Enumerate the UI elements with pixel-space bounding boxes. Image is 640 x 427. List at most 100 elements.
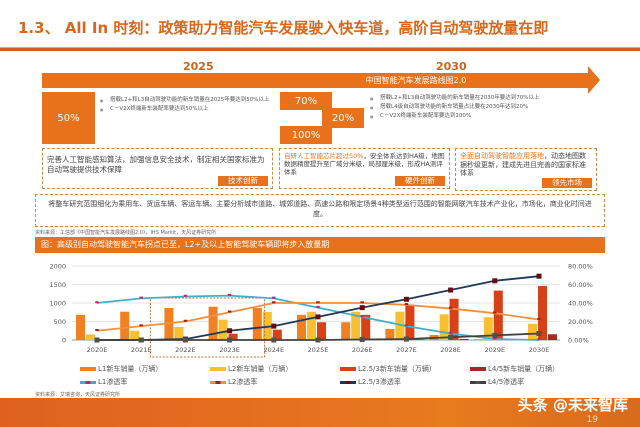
x-axis-tick: 2027E — [396, 346, 417, 354]
point-2020E — [94, 337, 100, 343]
point-2023E — [227, 328, 233, 334]
point-2030E — [537, 338, 541, 341]
right-axis-tick: 60.00% — [568, 281, 593, 289]
chart-banner: 图：高级别自动驾驶智能汽车拐点已至，L2+及以上智能驾驶车辆即将步入放量期 — [35, 237, 605, 253]
point-2030E — [537, 317, 541, 320]
bar-2023E — [208, 306, 218, 340]
left-axis-tick: 1500 — [49, 281, 66, 289]
box-tech-innovation: 完善人工智能感知算法，加强信息安全技术，制定相关国家标准为自动驾驶提供技术保障 … — [42, 148, 273, 189]
bar-2025E — [297, 314, 306, 340]
bullet-2025-2: C－V2X终端新车装配率要达到50%以上 — [100, 105, 275, 114]
bar-2022E — [174, 327, 184, 340]
roadmap-source: 资料来源：工信部《中国智能汽车发展路线图2.0》，IHS Markit，天风证券… — [35, 230, 217, 236]
target-2025-box: 50% — [42, 92, 95, 144]
footer-bar — [0, 398, 640, 427]
bar-2026E — [341, 322, 351, 340]
bar-2021E — [130, 330, 140, 340]
bar-2020E — [76, 314, 85, 340]
summary-box: 将整车研究范围细化为乘用车、货运车辆、客运车辆。主要分析城市道路、城郊道路、高速… — [35, 194, 605, 227]
legend-swatch — [80, 380, 96, 384]
point-2024E — [272, 301, 276, 304]
point-2027E — [404, 324, 409, 327]
point-2028E — [448, 334, 454, 340]
point-2022E — [183, 294, 188, 297]
point-2029E — [492, 278, 498, 284]
point-2025E — [315, 314, 321, 320]
point-2020E — [95, 329, 99, 331]
x-axis-tick: 2023E — [219, 346, 240, 354]
x-axis-tick: 2029E — [484, 346, 505, 354]
legend-label: L2.5/3新车销量（万辆） — [358, 365, 436, 373]
left-axis-tick: 2000 — [49, 263, 66, 271]
bar-2027E — [395, 311, 405, 340]
point-2027E — [404, 303, 409, 306]
x-axis-tick: 2024E — [263, 346, 284, 354]
watermark: 头条 @未来智库 — [517, 396, 628, 414]
bar-2025E — [307, 311, 316, 340]
tag-market: 领先市场 — [542, 177, 592, 188]
right-axis-tick: 40.00% — [568, 300, 593, 308]
point-2028E — [448, 287, 454, 293]
bar-2021E — [120, 311, 130, 340]
bullet-2030-3: C－V2X终端新车装配率要达到100% — [370, 112, 595, 121]
legend-label: L2渗透率 — [228, 378, 258, 386]
bar-2023E — [218, 319, 228, 340]
x-axis-tick: 2022E — [175, 346, 196, 354]
box-text: ，动态地图数据秒级更新，建成先进且完善的国家标准体系 — [460, 152, 586, 177]
year-2030: 2030 — [436, 60, 467, 73]
bullet-2030-1: 搭载L2+和L3自动驾驶功能的新车销量在2030年要达到70%以上 — [370, 94, 595, 103]
box-text: 完善人工智能感知算法，加强信息安全技术，制定相关国家标准为自动驾驶提供技术保障 — [47, 155, 265, 174]
year-2025: 2025 — [183, 60, 214, 73]
point-2025E — [315, 337, 321, 343]
right-axis-tick: 80.00% — [568, 263, 593, 271]
point-2028E — [448, 306, 453, 309]
point-2024E — [271, 337, 277, 343]
bar-2029E — [483, 317, 493, 340]
bar-2026E — [351, 311, 361, 340]
left-axis-tick: 500 — [54, 318, 66, 326]
bar-2028E — [459, 338, 469, 340]
legend-swatch — [340, 367, 356, 371]
left-axis-tick: 0 — [62, 337, 66, 345]
chart: 0 0.00% 500 20.00% 1000 40.00% 1500 60.00% 2000 8… — [49, 263, 593, 358]
left-axis-tick: 1000 — [49, 300, 66, 308]
point-2023E — [227, 337, 233, 343]
bar-2020E — [86, 334, 95, 340]
roadmap-arrow: 中国智能汽车发展路线图2.0 — [42, 73, 590, 88]
point-2026E — [359, 337, 365, 343]
point-2024E — [272, 296, 276, 299]
point-2029E — [493, 337, 497, 340]
bullet-2030-2: 搭载L4级自动驾驶功能的新车销量占比要在2030年达到20% — [370, 103, 595, 112]
roadmap-arrow-label: 中国智能汽车发展路线图2.0 — [365, 76, 467, 85]
box-highlight: 自研人工智能芯片超过50% — [284, 152, 364, 160]
bar-2023E — [228, 333, 238, 340]
point-2023E — [227, 293, 232, 296]
x-axis-tick: 2021E — [131, 346, 152, 354]
legend-label: L2.5/3渗透率 — [358, 378, 401, 386]
point-2030E — [536, 331, 542, 337]
box-leading-market: 全面自动驾驶智能应用落地，动态地图数据秒级更新，建成先进且完善的国家标准体系 领… — [455, 148, 597, 191]
legend-swatch — [470, 380, 486, 384]
page-number: 19 — [586, 415, 598, 425]
x-axis-tick: 2020E — [87, 346, 108, 354]
target-100-box: 100% — [280, 126, 332, 144]
legend-swatch — [340, 380, 356, 384]
point-2025E — [316, 301, 320, 304]
target-20-box: 20% — [322, 108, 364, 128]
point-2029E — [492, 332, 498, 338]
legend-item: L2新车销量（万辆） — [210, 364, 340, 374]
x-axis-tick: 2030E — [529, 346, 550, 354]
bar-2029E — [473, 339, 483, 340]
legend-label: L4/5新车销量（万辆） — [488, 365, 560, 373]
legend-item: L4/5新车销量（万辆） — [470, 364, 600, 374]
bar-2030E — [528, 323, 537, 340]
point-2028E — [448, 331, 453, 334]
bar-2028E — [439, 314, 449, 340]
legend-swatch — [210, 380, 226, 384]
legend-item: L2.5/3渗透率 — [340, 377, 470, 387]
legend-label: L2新车销量（万辆） — [228, 365, 293, 373]
point-2029E — [493, 311, 497, 314]
bar-2025E — [317, 322, 326, 340]
x-axis-tick: 2026E — [352, 346, 373, 354]
arrowhead-icon — [588, 66, 600, 94]
